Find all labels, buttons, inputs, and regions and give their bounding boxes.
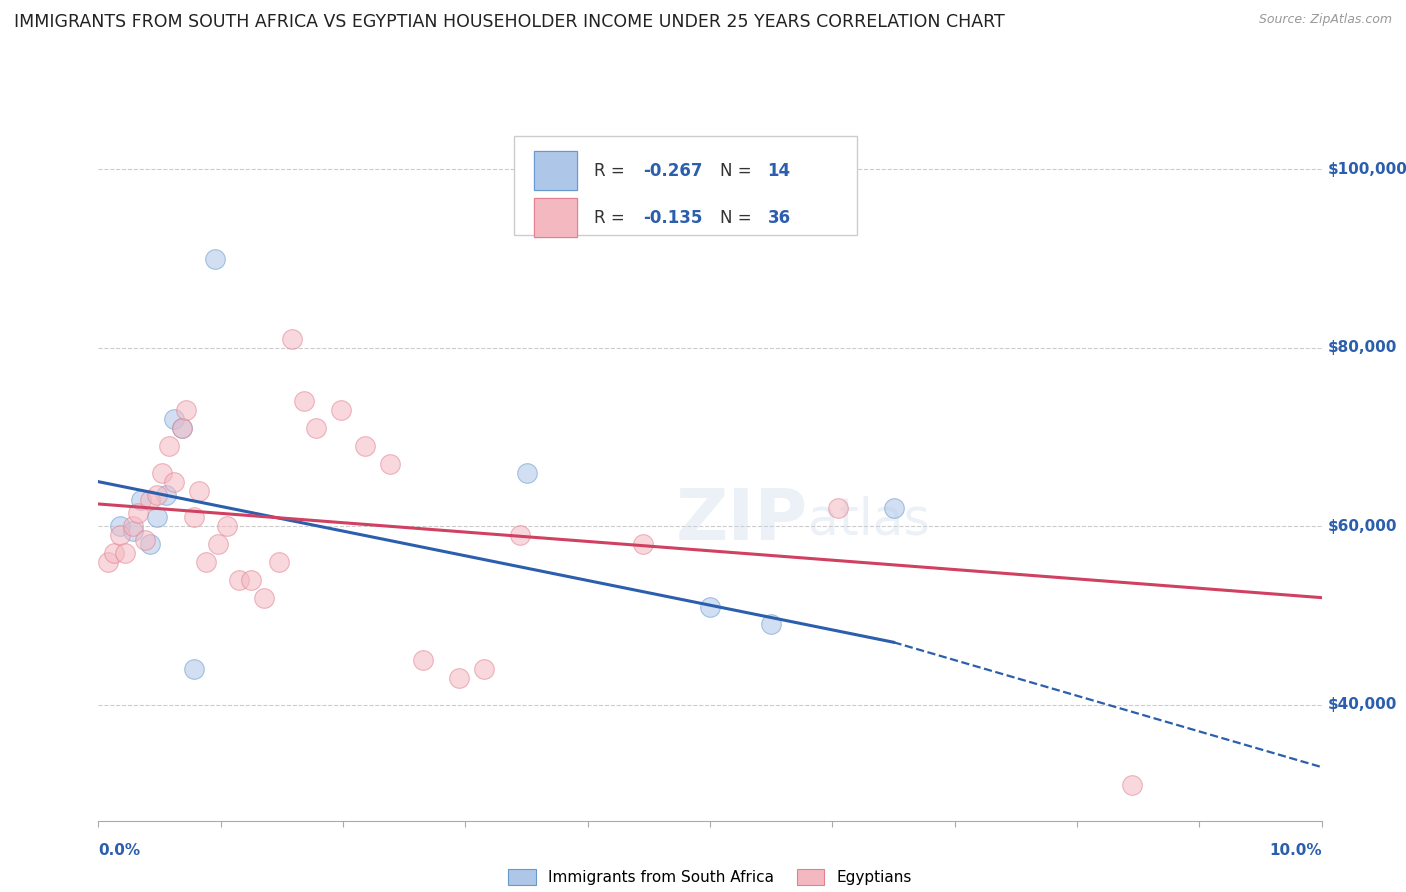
Point — [114, 546, 136, 560]
Legend: Immigrants from South Africa, Egyptians: Immigrants from South Africa, Egyptians — [502, 863, 918, 891]
Point — [187, 483, 209, 498]
Point — [207, 537, 229, 551]
Point — [155, 488, 177, 502]
Point — [269, 555, 291, 569]
Text: atlas: atlas — [808, 496, 929, 546]
Text: N =: N = — [720, 161, 756, 179]
Point — [134, 533, 156, 547]
Point — [354, 439, 377, 453]
Point — [163, 412, 186, 426]
Point — [121, 519, 143, 533]
Text: -0.267: -0.267 — [643, 161, 702, 179]
Point — [305, 421, 328, 435]
Bar — [534, 151, 576, 190]
Text: ZIP: ZIP — [676, 486, 808, 556]
Point — [163, 475, 186, 489]
Text: R =: R = — [593, 209, 630, 227]
Point — [215, 519, 238, 533]
Point — [150, 466, 173, 480]
Text: Source: ZipAtlas.com: Source: ZipAtlas.com — [1258, 13, 1392, 27]
Point — [127, 506, 149, 520]
Point — [170, 421, 193, 435]
Point — [827, 501, 849, 516]
Text: -0.135: -0.135 — [643, 209, 702, 227]
Text: 14: 14 — [768, 161, 790, 179]
Point — [183, 510, 205, 524]
Point — [240, 573, 263, 587]
Point — [883, 501, 905, 516]
Point — [516, 466, 538, 480]
Text: $80,000: $80,000 — [1327, 341, 1398, 355]
Text: 0.0%: 0.0% — [98, 843, 141, 858]
Point — [204, 252, 226, 266]
Bar — [534, 151, 576, 190]
Point — [631, 537, 654, 551]
Point — [176, 403, 198, 417]
Point — [146, 488, 169, 502]
Point — [110, 528, 132, 542]
Point — [170, 421, 193, 435]
Point — [139, 537, 162, 551]
Point — [761, 617, 783, 632]
Point — [252, 591, 274, 605]
Point — [139, 492, 162, 507]
Text: $100,000: $100,000 — [1327, 162, 1406, 177]
Text: IMMIGRANTS FROM SOUTH AFRICA VS EGYPTIAN HOUSEHOLDER INCOME UNDER 25 YEARS CORRE: IMMIGRANTS FROM SOUTH AFRICA VS EGYPTIAN… — [14, 13, 1005, 31]
Point — [121, 524, 143, 538]
Point — [329, 403, 352, 417]
Point — [472, 662, 495, 676]
Point — [146, 510, 169, 524]
Bar — [534, 198, 576, 237]
Point — [228, 573, 250, 587]
Point — [378, 457, 401, 471]
Bar — [534, 198, 576, 237]
Point — [183, 662, 205, 676]
Point — [449, 671, 471, 685]
Point — [157, 439, 180, 453]
FancyBboxPatch shape — [515, 136, 856, 235]
Text: R =: R = — [593, 161, 630, 179]
Point — [509, 528, 531, 542]
Point — [280, 332, 302, 346]
Point — [292, 394, 315, 409]
Point — [103, 546, 125, 560]
Point — [699, 599, 721, 614]
Point — [412, 653, 434, 667]
Text: 36: 36 — [768, 209, 790, 227]
Point — [129, 492, 152, 507]
Point — [195, 555, 218, 569]
Text: N =: N = — [720, 209, 756, 227]
Point — [97, 555, 120, 569]
Point — [1121, 778, 1143, 792]
Text: 10.0%: 10.0% — [1270, 843, 1322, 858]
Point — [110, 519, 132, 533]
Text: $40,000: $40,000 — [1327, 698, 1398, 712]
Text: $60,000: $60,000 — [1327, 519, 1398, 533]
